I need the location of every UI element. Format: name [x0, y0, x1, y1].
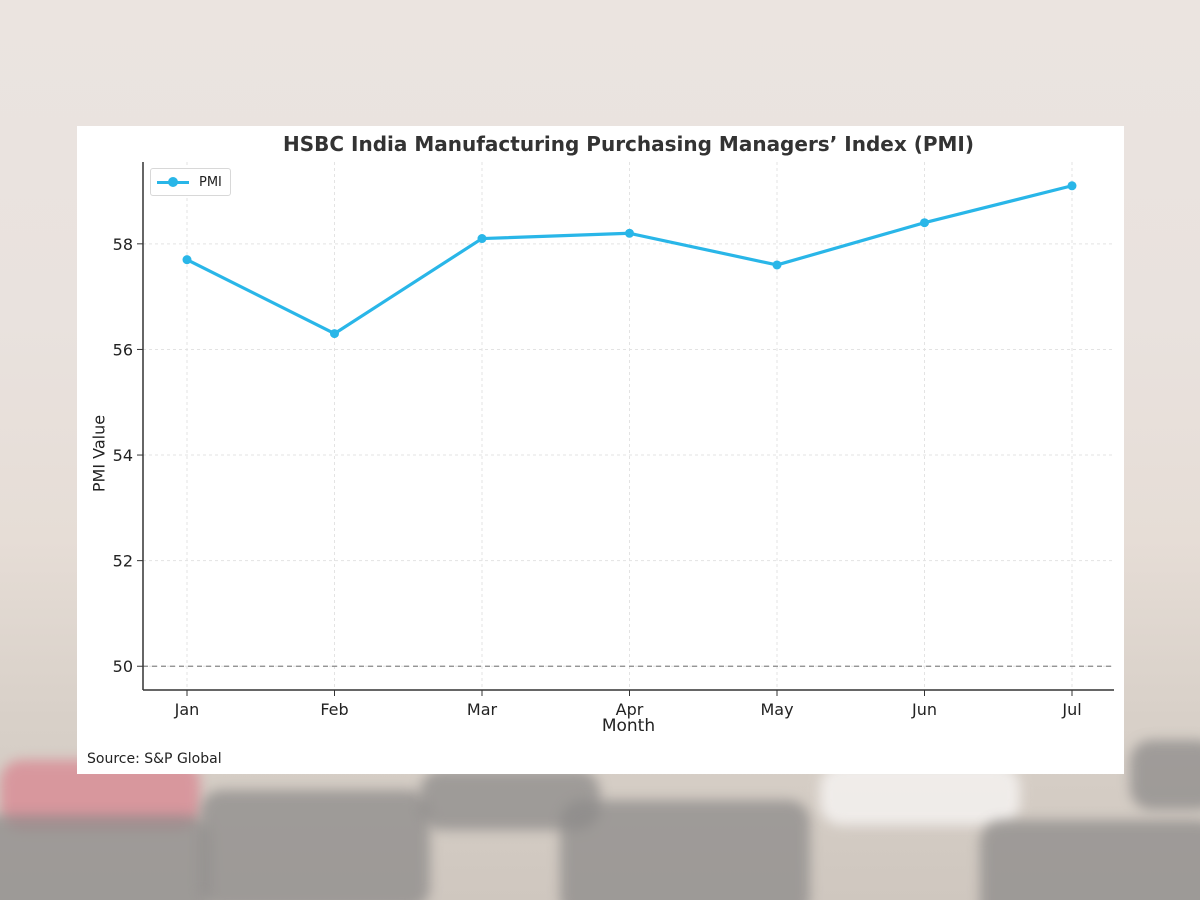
- y-axis-label: PMI Value: [89, 414, 109, 493]
- data-point-mar: [477, 234, 487, 244]
- y-tick-label-56: 56: [113, 340, 133, 359]
- x-tick-label-may: May: [760, 700, 793, 719]
- x-tick-label-jun: Jun: [911, 700, 937, 719]
- data-point-feb: [330, 329, 339, 339]
- chart-title: HSBC India Manufacturing Purchasing Mana…: [283, 132, 974, 156]
- legend: PMI: [150, 168, 231, 196]
- axes: [137, 162, 1114, 696]
- x-axis-label: Month: [601, 716, 656, 736]
- x-tick-label-feb: Feb: [320, 700, 348, 719]
- x-tick-label-apr: Apr: [616, 700, 644, 719]
- data-point-apr: [625, 228, 634, 238]
- y-tick-label-58: 58: [113, 235, 133, 254]
- y-tick-label-52: 52: [113, 552, 133, 571]
- x-tick-labels: Jan Feb Mar Apr May Jun Jul: [174, 700, 1082, 719]
- y-tick-labels: 50 52 54 56 58: [113, 235, 133, 676]
- source-note: Source: S&P Global: [87, 751, 222, 767]
- pmi-line-chart: 50 52 54 56 58 Jan Feb Mar Apr May Jun Jul: [113, 162, 1114, 719]
- y-tick-label-54: 54: [113, 446, 133, 465]
- series-pmi: [182, 181, 1077, 339]
- legend-label-pmi: PMI: [199, 174, 222, 190]
- legend-pmi-line-marker-icon: [157, 176, 189, 188]
- data-point-may: [772, 260, 782, 270]
- x-tick-label-jul: Jul: [1061, 700, 1081, 719]
- y-tick-label-50: 50: [113, 657, 133, 676]
- x-tick-label-mar: Mar: [467, 700, 498, 719]
- data-point-jan: [182, 255, 192, 265]
- grid-lines: [143, 162, 1114, 690]
- chart-card: HSBC India Manufacturing Purchasing Mana…: [77, 126, 1124, 774]
- data-point-jul: [1067, 181, 1077, 191]
- x-tick-label-jan: Jan: [174, 700, 200, 719]
- data-point-jun: [920, 218, 929, 228]
